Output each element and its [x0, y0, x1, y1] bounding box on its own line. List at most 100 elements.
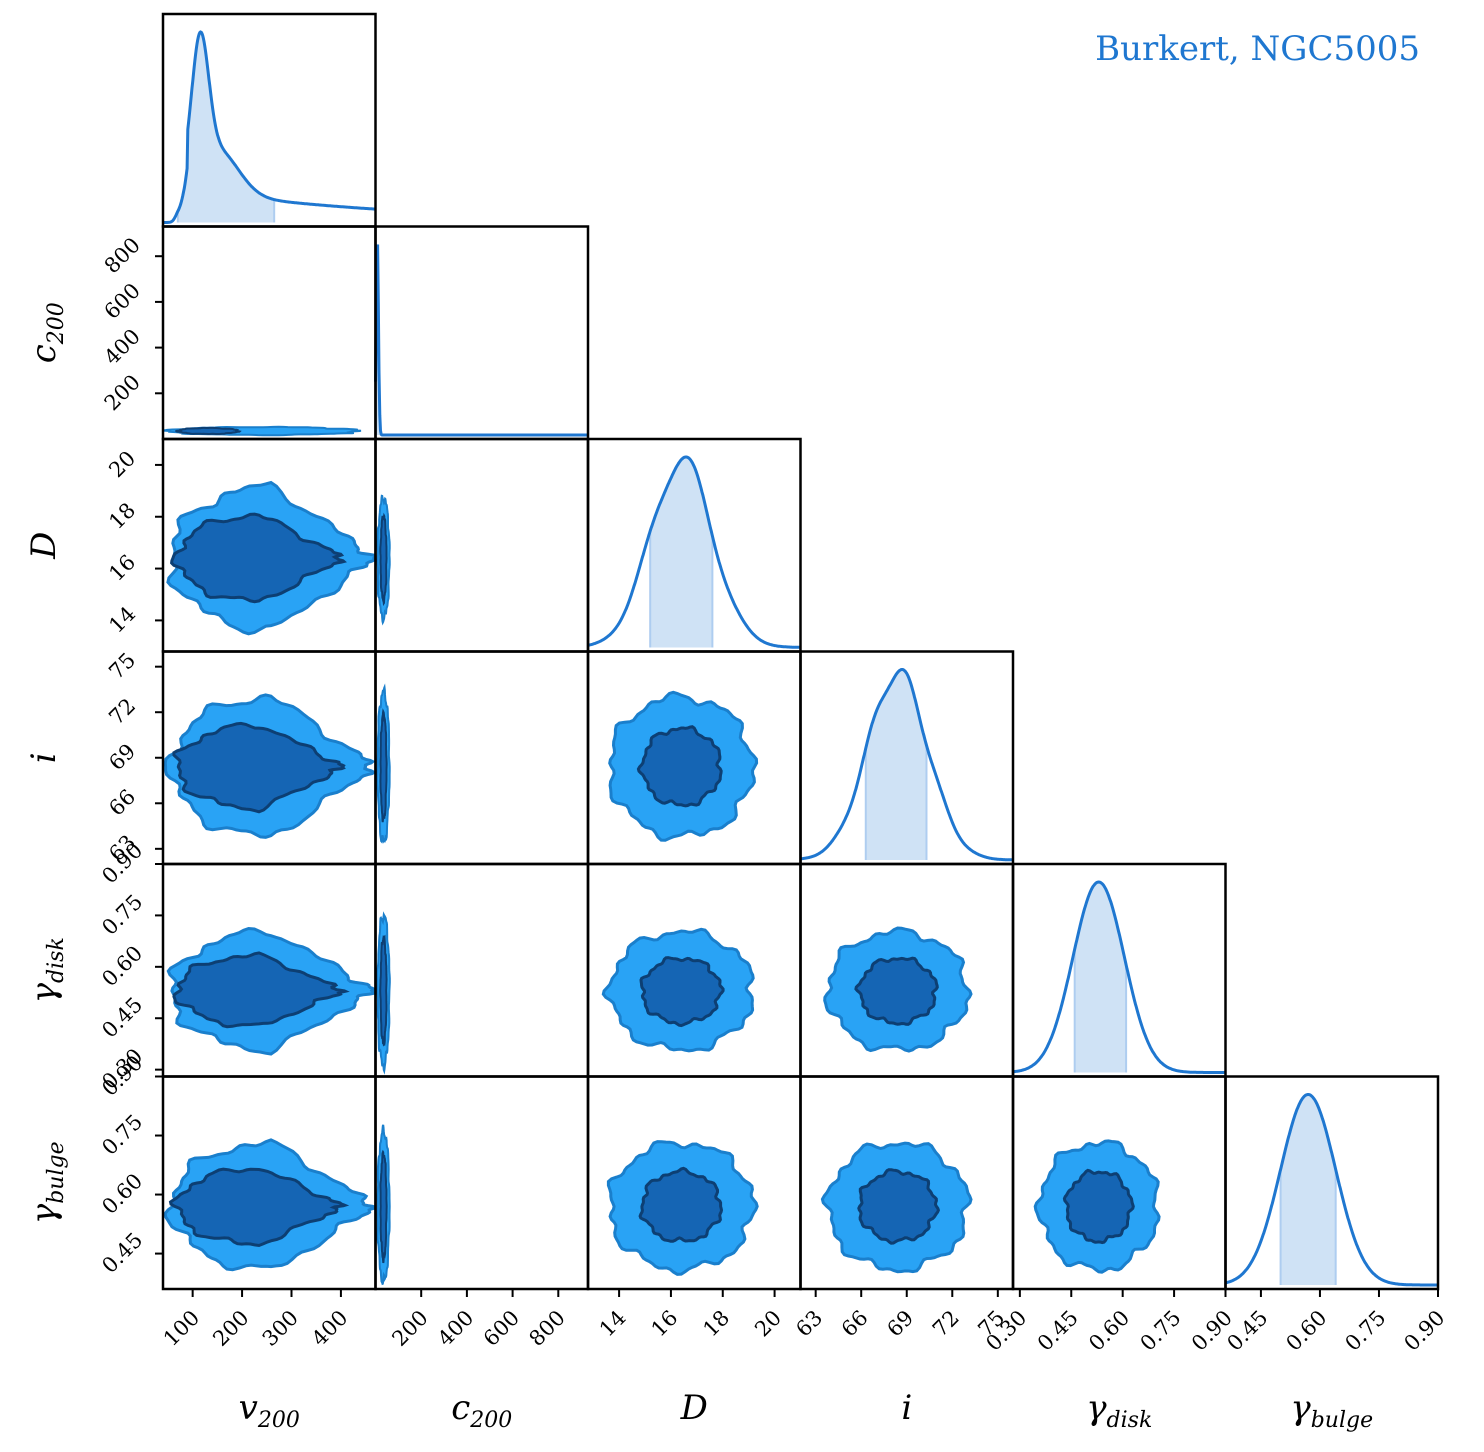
panel-gamma_bulge-vs-c200: [376, 1124, 391, 1286]
x-tick-label-D: 18: [698, 1306, 734, 1342]
density-curve-gamma_bulge: [1225, 1093, 1438, 1287]
panel-D-vs-v200: [166, 480, 376, 636]
y-tick-label-D: 18: [104, 498, 140, 534]
x-tick-label-gamma_bulge: 0.90: [1399, 1306, 1449, 1356]
panel-frame-5-1: [374, 1075, 590, 1291]
y-tick-label-gamma_bulge: 0.60: [97, 1169, 147, 1219]
chart-title: Burkert, NGC5005: [1095, 29, 1420, 69]
x-axis-label-gamma_disk: γdisk: [1086, 1388, 1152, 1433]
contour-68: [854, 956, 939, 1026]
density-curve-c200: [374, 244, 588, 437]
diag-panel-gamma_disk: [1012, 880, 1226, 1074]
y-axis-label-D: D: [24, 532, 64, 560]
panel-gamma_bulge-vs-i: [820, 1141, 973, 1274]
y-tick-label-gamma_disk: 0.90: [97, 838, 147, 888]
contour-68: [168, 1167, 350, 1248]
panel-i-vs-D: [608, 690, 759, 842]
panel-frame-1-0: [161, 225, 377, 441]
x-tick-label-c200: 400: [433, 1306, 478, 1351]
diag-panel-gamma_bulge: [1225, 1093, 1438, 1287]
y-tick-label-i: 66: [104, 785, 140, 821]
panel-gamma_bulge-vs-D: [606, 1140, 759, 1276]
panel-frame-2-1: [374, 437, 590, 653]
y-tick-label-gamma_bulge: 0.45: [97, 1228, 147, 1278]
x-tick-label-i: 63: [791, 1306, 827, 1342]
density-curve-gamma_disk: [1012, 880, 1226, 1074]
density-curve-i: [800, 668, 1014, 862]
x-tick-label-v200: 400: [307, 1306, 352, 1351]
panel-frame-4-1: [374, 862, 590, 1078]
y-axis-label-gamma_bulge: γbulge: [24, 1141, 69, 1224]
contour-68: [379, 512, 388, 607]
contour-68: [636, 725, 723, 808]
x-tick-label-i: 72: [928, 1306, 964, 1342]
x-tick-label-v200: 100: [159, 1306, 204, 1351]
ci-band-v200: [177, 32, 274, 223]
diag-panel-v200: [163, 30, 376, 224]
panel-gamma_disk-vs-i: [823, 926, 973, 1053]
contour-68: [379, 1149, 388, 1264]
x-axis-label-v200: v200: [239, 1388, 300, 1433]
x-tick-label-i: 66: [837, 1306, 873, 1342]
y-axis-label-gamma_disk: γdisk: [24, 937, 69, 1003]
contour-68: [172, 951, 350, 1029]
diag-panel-c200: [374, 244, 588, 437]
contour-68: [379, 708, 388, 823]
x-tick-label-D: 16: [647, 1306, 683, 1342]
y-tick-label-c200: 600: [100, 279, 145, 324]
contour-68: [175, 426, 242, 435]
y-tick-label-c200: 200: [100, 370, 145, 415]
x-tick-label-v200: 200: [208, 1306, 253, 1351]
x-tick-label-D: 14: [595, 1306, 631, 1342]
x-tick-label-c200: 600: [479, 1306, 524, 1351]
x-tick-label-gamma_bulge: 0.60: [1281, 1306, 1331, 1356]
x-tick-label-c200: 800: [525, 1306, 570, 1351]
panel-c200-vs-v200: [163, 425, 362, 437]
y-tick-label-i: 72: [104, 694, 140, 730]
panel-gamma_disk-vs-v200: [166, 926, 376, 1056]
y-axis-label-i: i: [24, 752, 64, 763]
y-tick-label-gamma_disk: 0.60: [97, 941, 147, 991]
y-axis-label-c200: c200: [24, 302, 69, 363]
contour-68: [170, 512, 347, 604]
panel-gamma_bulge-vs-gamma_disk: [1033, 1139, 1161, 1274]
panel-frame-5-5: [1224, 1075, 1440, 1291]
contour-68: [638, 1166, 724, 1243]
x-tick-label-D: 20: [750, 1306, 786, 1342]
panel-i-vs-v200: [163, 693, 376, 839]
panel-gamma_bulge-vs-v200: [163, 1138, 376, 1272]
y-tick-label-i: 75: [104, 648, 140, 684]
y-tick-label-gamma_disk: 0.75: [97, 890, 147, 940]
x-tick-label-gamma_bulge: 0.45: [1222, 1306, 1272, 1356]
contour-68: [379, 934, 388, 1047]
contour-68: [857, 1168, 940, 1245]
y-tick-label-c200: 400: [100, 324, 145, 369]
x-tick-label-gamma_disk: 0.45: [1033, 1306, 1083, 1356]
density-curve-D: [587, 455, 801, 649]
ci-band-D: [650, 457, 712, 648]
panel-gamma_disk-vs-D: [601, 927, 755, 1053]
x-tick-label-c200: 200: [387, 1306, 432, 1351]
density-curve-v200: [163, 30, 376, 224]
panel-gamma_disk-vs-c200: [376, 911, 391, 1075]
panel-i-vs-c200: [375, 683, 391, 844]
panel-D-vs-c200: [376, 494, 391, 626]
y-tick-label-D: 14: [104, 602, 140, 638]
x-tick-label-gamma_bulge: 0.75: [1340, 1306, 1390, 1356]
panel-frame-1-1: [374, 225, 590, 441]
ci-band-i: [866, 669, 926, 860]
x-tick-label-i: 69: [882, 1306, 918, 1342]
x-axis-label-c200: c200: [451, 1388, 512, 1433]
x-axis-label-gamma_bulge: γbulge: [1290, 1388, 1373, 1433]
y-tick-label-c200: 800: [100, 233, 145, 278]
y-tick-label-gamma_disk: 0.45: [97, 993, 147, 1043]
x-axis-label-i: i: [901, 1388, 912, 1428]
x-tick-label-gamma_disk: 0.75: [1136, 1306, 1186, 1356]
contour-68: [1062, 1168, 1135, 1245]
ci-band-gamma_bulge: [1280, 1094, 1336, 1285]
x-axis-label-D: D: [680, 1388, 708, 1428]
x-tick-label-v200: 300: [258, 1306, 303, 1351]
contour-68: [639, 956, 725, 1028]
